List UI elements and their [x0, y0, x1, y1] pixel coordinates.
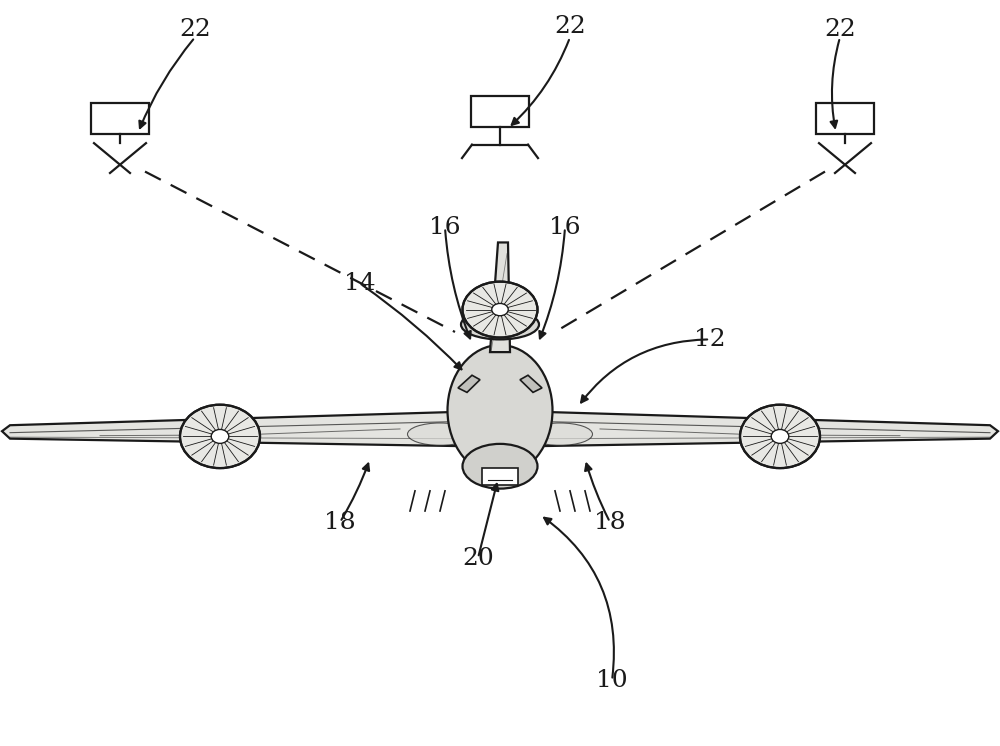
Bar — [482, 468, 518, 485]
Ellipse shape — [180, 404, 260, 468]
Ellipse shape — [492, 304, 508, 316]
Text: 20: 20 — [462, 547, 494, 569]
Ellipse shape — [771, 430, 789, 443]
Ellipse shape — [462, 281, 538, 337]
Text: 18: 18 — [324, 511, 356, 533]
Text: 10: 10 — [596, 669, 628, 692]
Polygon shape — [458, 375, 480, 392]
Text: 12: 12 — [694, 328, 726, 351]
Polygon shape — [520, 375, 542, 392]
Bar — [91, 103, 149, 134]
Ellipse shape — [211, 430, 229, 443]
Text: 16: 16 — [429, 216, 461, 239]
Ellipse shape — [740, 404, 820, 468]
Polygon shape — [2, 412, 460, 446]
Text: 18: 18 — [594, 511, 626, 533]
Polygon shape — [490, 242, 510, 352]
Bar — [816, 103, 874, 134]
Polygon shape — [540, 412, 998, 446]
Text: 14: 14 — [344, 272, 376, 295]
Ellipse shape — [448, 345, 552, 476]
Ellipse shape — [461, 310, 539, 339]
Ellipse shape — [462, 444, 538, 489]
Text: 22: 22 — [554, 15, 586, 37]
Text: 16: 16 — [549, 216, 581, 239]
Text: 22: 22 — [179, 19, 211, 41]
Text: 22: 22 — [824, 19, 856, 41]
Ellipse shape — [528, 423, 592, 445]
Ellipse shape — [408, 423, 473, 445]
Bar — [471, 95, 529, 127]
